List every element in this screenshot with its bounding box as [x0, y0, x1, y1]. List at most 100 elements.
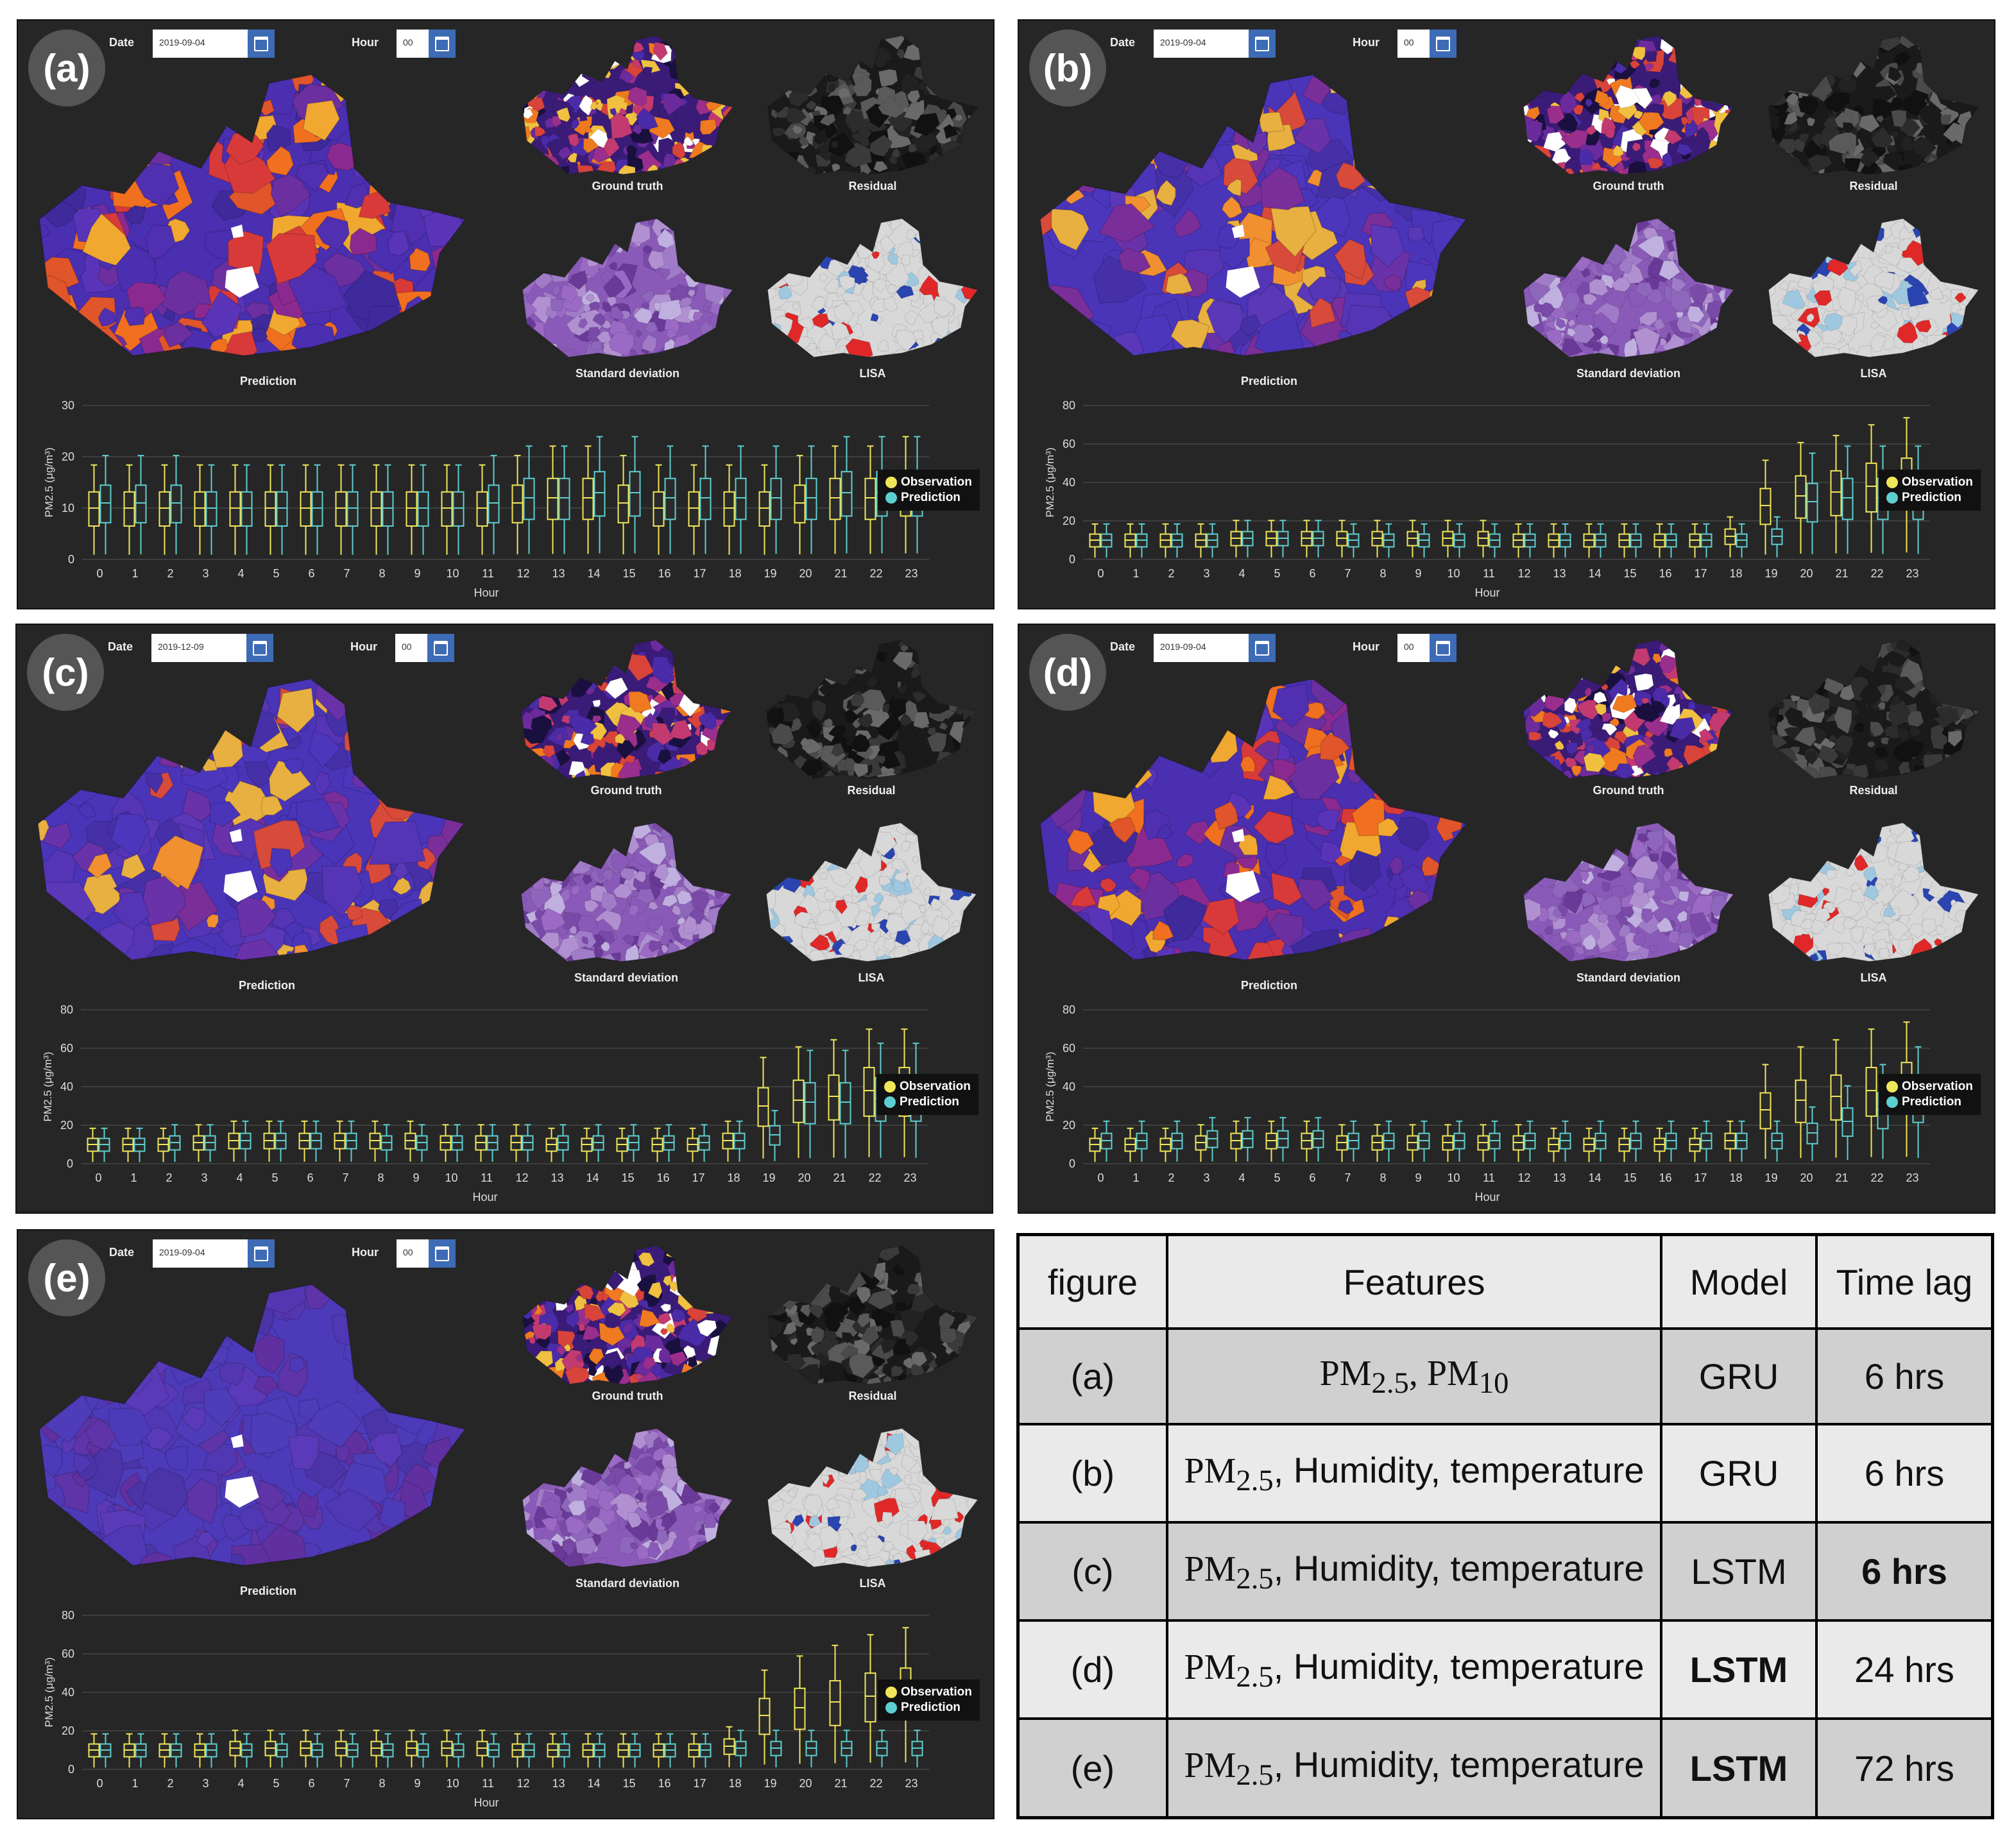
std-caption: Standard deviation [575, 1577, 680, 1590]
x-tick-label: 10 [446, 1777, 459, 1790]
observation-box [511, 484, 524, 523]
prediction-dot-icon [885, 492, 897, 504]
date-picker-button[interactable] [248, 1239, 275, 1268]
x-axis-label: Hour [472, 1191, 497, 1203]
panel-badge: (c) [27, 634, 104, 711]
observation-box [794, 484, 806, 523]
x-tick-label: 17 [1694, 567, 1707, 580]
x-tick-label: 0 [95, 1171, 101, 1184]
x-tick-label: 9 [413, 1171, 419, 1184]
ground-truth-caption: Ground truth [1593, 180, 1664, 192]
date-picker-button[interactable] [246, 634, 273, 662]
x-tick-label: 1 [1132, 1171, 1139, 1184]
model-config-table: figure Features Model Time lag (a) PM2.5… [1016, 1233, 1994, 1819]
observation-box [1830, 470, 1842, 516]
x-tick-label: 15 [1623, 1171, 1636, 1184]
lisa-map-b [1768, 218, 1979, 357]
x-tick-label: 12 [517, 567, 529, 580]
lisa-map-c [766, 822, 977, 962]
legend-observation: Observation [1886, 475, 1973, 490]
hour-picker-button[interactable] [1430, 634, 1456, 662]
table-row: (d) PM2.5, Humidity, temperature LSTM 24… [1016, 1619, 1994, 1721]
x-tick-label: 18 [728, 567, 741, 580]
date-label: Date [108, 640, 133, 653]
table-row: (b) PM2.5, Humidity, temperature GRU 6 h… [1016, 1423, 1994, 1524]
x-tick-label: 23 [1906, 1171, 1918, 1184]
y-tick-label: 60 [1063, 438, 1075, 450]
x-tick-label: 22 [869, 567, 882, 580]
panel-badge: (d) [1029, 634, 1106, 711]
observation-box [547, 477, 559, 520]
prediction-map-c [37, 678, 465, 961]
hour-picker-button[interactable] [429, 30, 456, 58]
lisa-caption: LISA [859, 367, 886, 380]
dashboard-panel-d: (d) Date 2019-09-04 Hour 00 Prediction Ground … [1018, 624, 1995, 1214]
date-picker-button[interactable] [1249, 30, 1276, 58]
cell-figure: (a) [1016, 1327, 1168, 1426]
prediction-box [735, 477, 747, 520]
hour-field[interactable]: 00 [397, 30, 429, 58]
x-tick-label: 19 [762, 1171, 775, 1184]
x-tick-label: 20 [1800, 1171, 1813, 1184]
y-tick-label: 80 [62, 1609, 74, 1622]
hour-picker-button[interactable] [429, 1239, 456, 1268]
lisa-caption: LISA [859, 1577, 886, 1590]
y-tick-label: 80 [1063, 399, 1075, 412]
header-features: Features [1166, 1233, 1662, 1330]
x-tick-label: 2 [1168, 567, 1174, 580]
hour-picker-button[interactable] [427, 634, 454, 662]
lisa-caption: LISA [1860, 367, 1887, 380]
y-tick-label: 40 [1063, 476, 1075, 489]
chart-legend: Observation Prediction [1879, 470, 1981, 511]
hour-label: Hour [350, 640, 377, 653]
legend-observation: Observation [885, 1685, 972, 1700]
x-tick-label: 22 [869, 1777, 882, 1790]
hour-field[interactable]: 00 [1397, 30, 1430, 58]
x-tick-label: 8 [379, 567, 385, 580]
std-map-e [522, 1428, 733, 1567]
prediction-box [1841, 1107, 1854, 1137]
x-tick-label: 0 [1097, 1171, 1104, 1184]
x-tick-label: 13 [551, 1171, 563, 1184]
x-tick-label: 6 [307, 1171, 313, 1184]
observation-box [88, 491, 100, 527]
x-tick-label: 10 [1447, 567, 1460, 580]
ground-truth-map-d [1523, 640, 1734, 779]
y-tick-label: 20 [62, 1724, 74, 1737]
chart-legend: Observation Prediction [878, 470, 980, 511]
std-caption: Standard deviation [574, 971, 679, 984]
date-field[interactable]: 2019-09-04 [1154, 634, 1249, 662]
date-label: Date [109, 1246, 135, 1259]
hour-field[interactable]: 00 [397, 1239, 429, 1268]
prediction-dot-icon [885, 1702, 897, 1713]
x-tick-label: 6 [308, 567, 314, 580]
prediction-box [523, 477, 535, 520]
x-tick-label: 6 [1309, 1171, 1315, 1184]
y-axis-label: PM2.5 (μg/m³) [43, 1658, 55, 1728]
observation-box [653, 491, 665, 527]
x-tick-label: 5 [271, 1171, 278, 1184]
x-tick-label: 15 [622, 567, 635, 580]
date-field[interactable]: 2019-09-04 [153, 30, 248, 58]
x-tick-label: 16 [656, 1171, 669, 1184]
calendar-icon [434, 640, 448, 656]
x-tick-label: 5 [273, 567, 279, 580]
date-picker-button[interactable] [1249, 634, 1276, 662]
prediction-map-d [1039, 678, 1467, 961]
date-field[interactable]: 2019-09-04 [153, 1239, 248, 1268]
date-picker-button[interactable] [248, 30, 275, 58]
x-tick-label: 13 [552, 567, 565, 580]
legend-prediction: Prediction [1886, 1094, 1973, 1110]
x-axis-label: Hour [474, 1796, 499, 1809]
hour-field[interactable]: 00 [395, 634, 427, 662]
hour-field[interactable]: 00 [1397, 634, 1430, 662]
legend-observation-label: Observation [900, 1080, 971, 1093]
lisa-map-a [767, 218, 978, 357]
date-field[interactable]: 2019-12-09 [151, 634, 246, 662]
hour-picker-button[interactable] [1430, 30, 1456, 58]
date-field[interactable]: 2019-09-04 [1154, 30, 1249, 58]
x-tick-label: 5 [1274, 1171, 1280, 1184]
calendar-icon [1436, 36, 1450, 51]
observation-box [758, 1697, 771, 1735]
prediction-dot-icon [884, 1096, 896, 1108]
